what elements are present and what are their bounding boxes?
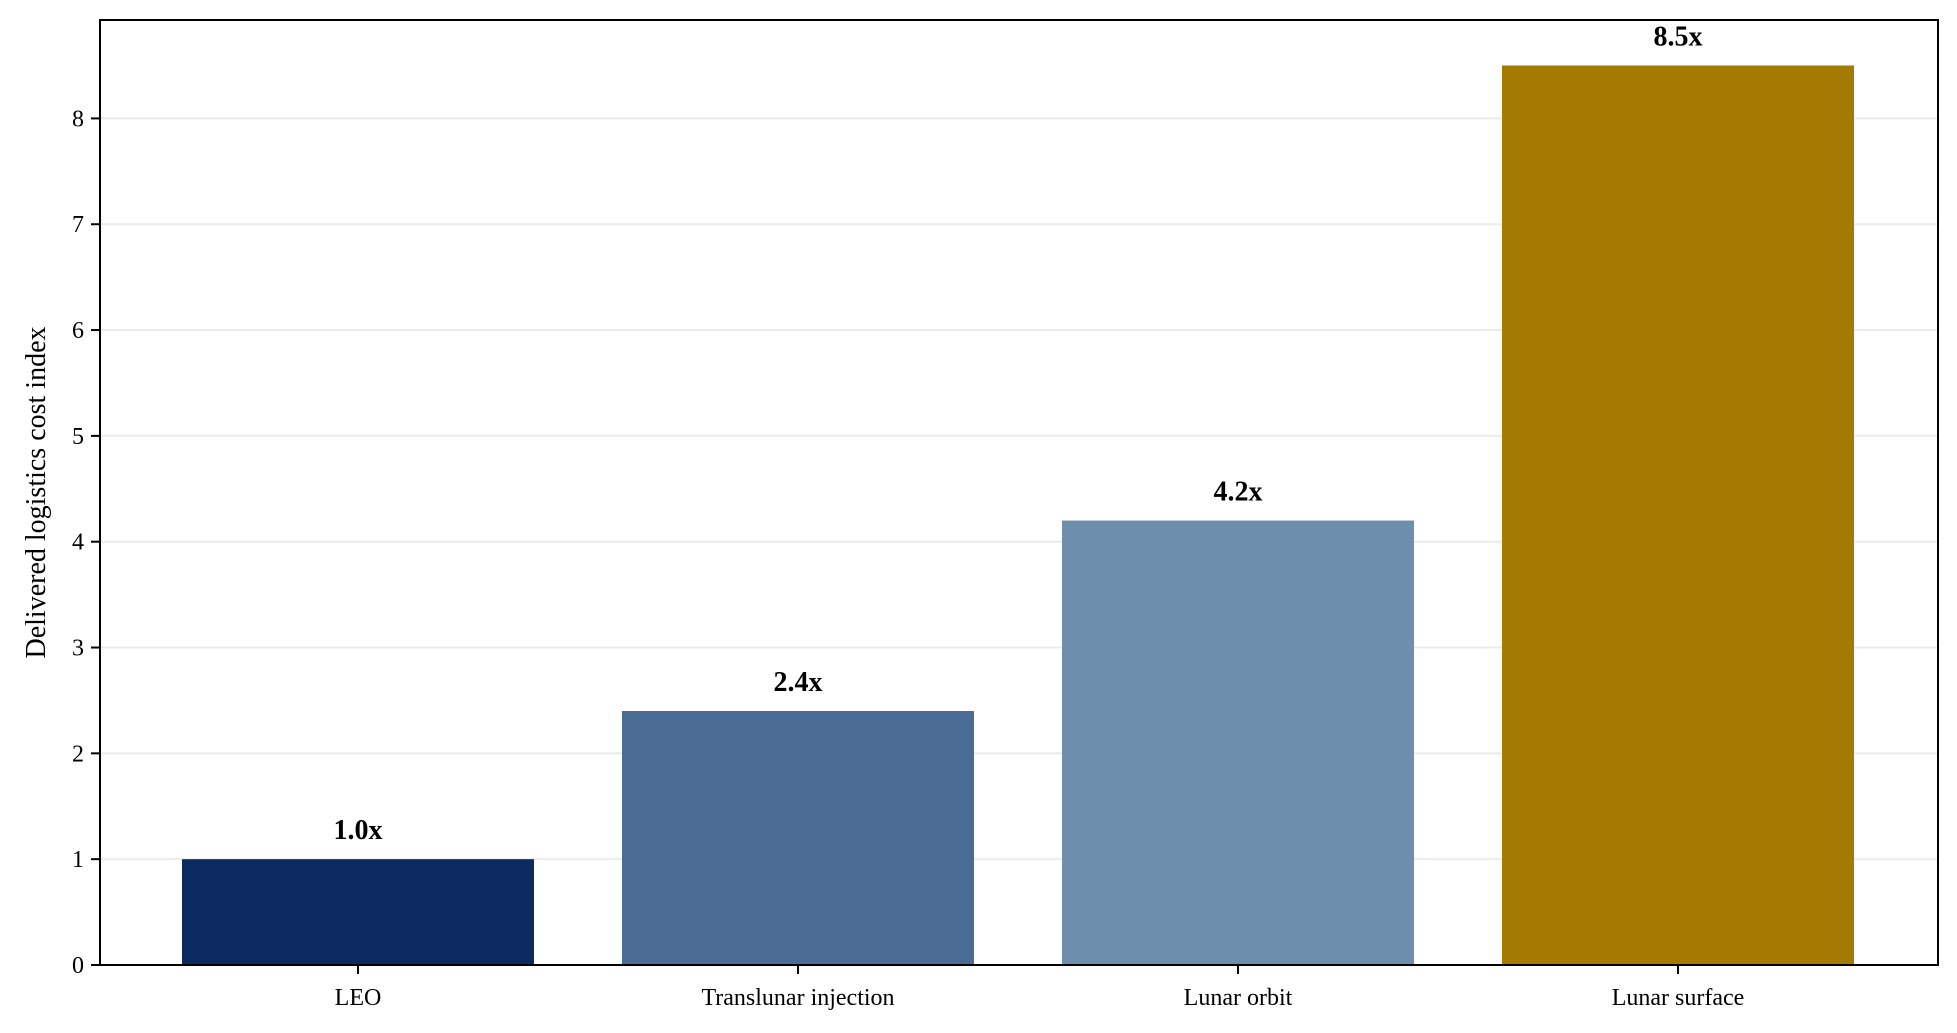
y-tick-label: 8	[72, 106, 84, 132]
y-tick-label: 7	[72, 212, 84, 238]
bar-translunar-injection	[622, 711, 974, 965]
x-tick-label: Lunar surface	[1612, 985, 1745, 1011]
y-axis-label: Delivered logistics cost index	[21, 326, 52, 658]
data-label: 4.2x	[1214, 477, 1263, 508]
bar-lunar-surface	[1502, 65, 1854, 966]
data-labels: 1.0x 2.4x 4.2x 8.5x	[334, 22, 1703, 847]
y-tick-label: 5	[72, 424, 84, 450]
y-tick-label: 1	[72, 847, 84, 873]
bars	[182, 65, 1854, 966]
x-axis-ticks: LEO Translunar injection Lunar orbit Lunar …	[335, 965, 1745, 1011]
y-axis-ticks: 0 1 2 3 4 5 6 7 8	[72, 106, 100, 979]
data-label: 8.5x	[1654, 22, 1703, 53]
data-label: 1.0x	[334, 815, 383, 846]
x-tick-label: Translunar injection	[701, 985, 894, 1011]
bar-leo	[182, 859, 534, 965]
y-tick-label: 3	[72, 636, 84, 662]
data-label: 2.4x	[774, 667, 823, 698]
x-tick-label: LEO	[335, 985, 382, 1011]
y-tick-label: 0	[72, 953, 84, 979]
y-tick-label: 2	[72, 741, 84, 767]
bar-lunar-orbit	[1062, 520, 1414, 965]
plot-frame	[99, 19, 1939, 966]
y-tick-label: 6	[72, 318, 84, 344]
y-tick-label: 4	[72, 530, 84, 556]
x-tick-label: Lunar orbit	[1184, 985, 1293, 1011]
